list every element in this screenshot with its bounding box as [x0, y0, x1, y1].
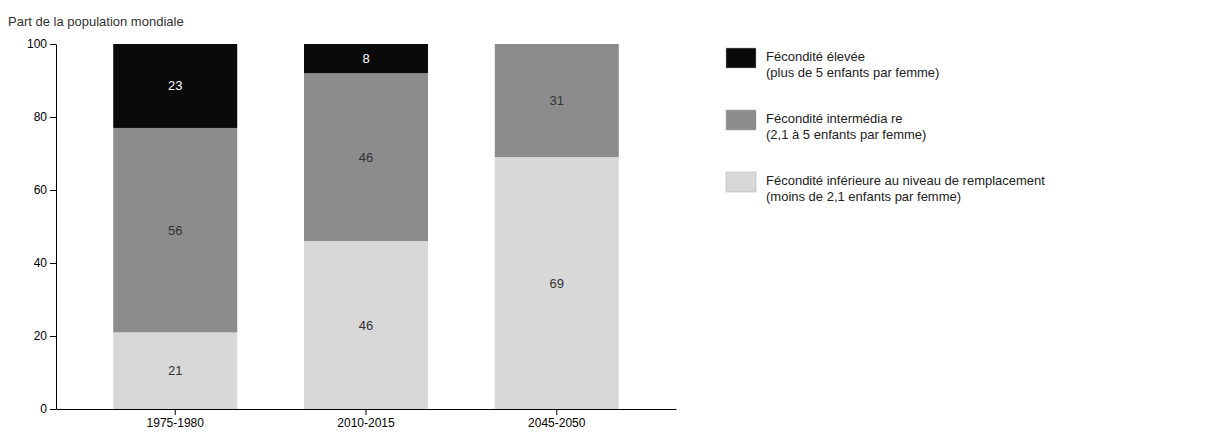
chart-container: 0 20 40 60 80 100 1975-1980 2010-2015 2045-2050 P…: [0, 0, 1218, 445]
y-tick-label: 100: [27, 37, 47, 51]
y-tick-label: 40: [34, 256, 48, 270]
x-tick-mark: [175, 409, 176, 415]
legend-item: Fécondité élevée(plus de 5 enfants par f…: [726, 48, 939, 80]
data-labels: 21 46 69 56 46 31 23 8: [168, 51, 564, 378]
y-tick: 20: [34, 329, 56, 343]
y-tick-mark: [50, 190, 56, 191]
legend-swatch: [726, 110, 756, 130]
bars: [113, 44, 619, 409]
y-tick: 0: [40, 402, 56, 416]
y-tick-label: 20: [34, 329, 48, 343]
plot-area: 0 20 40 60 80 100 1975-1980 2010-2015 2045-2050 P…: [8, 14, 677, 430]
data-label: 31: [550, 93, 564, 108]
data-label: 46: [359, 318, 373, 333]
x-tick: 1975-1980: [147, 409, 205, 430]
legend-item: Fécondité inférieure au niveau de rempla…: [726, 172, 1045, 204]
bar: [113, 44, 237, 128]
y-tick-mark: [50, 117, 56, 118]
bar-series: [113, 44, 428, 128]
bar: [304, 44, 428, 73]
data-label: 21: [168, 363, 182, 378]
y-axis: 0 20 40 60 80 100: [27, 37, 57, 416]
x-tick-label: 2010-2015: [337, 416, 395, 430]
data-label: 8: [362, 51, 369, 66]
legend-label: Fécondité inférieure au niveau de rempla…: [766, 173, 1045, 204]
x-tick-label: 2045-2050: [528, 416, 586, 430]
y-tick: 80: [34, 110, 56, 124]
x-tick-mark: [556, 409, 557, 415]
bar: [495, 157, 619, 409]
data-label: 23: [168, 78, 182, 93]
x-tick-label: 1975-1980: [147, 416, 205, 430]
y-tick-mark: [50, 409, 56, 410]
bar: [495, 44, 619, 45]
y-tick-label: 60: [34, 183, 48, 197]
y-axis-label: Part de la population mondiale: [8, 14, 184, 29]
bar: [495, 44, 619, 157]
x-axis: 1975-1980 2010-2015 2045-2050: [57, 409, 677, 430]
data-label: 56: [168, 223, 182, 238]
data-label: 69: [550, 276, 564, 291]
y-tick-mark: [50, 263, 56, 264]
bar: [304, 73, 428, 241]
y-tick: 40: [34, 256, 56, 270]
y-tick: 100: [27, 37, 56, 51]
y-tick: 60: [34, 183, 56, 197]
bar-series: [113, 44, 619, 332]
y-axis-line: [56, 45, 57, 410]
legend-label: Fécondité intermédia re(2,1 à 5 enfants …: [766, 111, 926, 142]
y-tick-label: 80: [34, 110, 48, 124]
legend-label: Fécondité élevée(plus de 5 enfants par f…: [766, 49, 939, 80]
bar: [113, 128, 237, 332]
y-tick-mark: [50, 336, 56, 337]
legend-swatch: [726, 48, 756, 68]
chart-svg: 0 20 40 60 80 100 1975-1980 2010-2015 2045-2050 P…: [0, 0, 1218, 445]
x-tick-mark: [366, 409, 367, 415]
legend: Fécondité élevée(plus de 5 enfants par f…: [726, 48, 1045, 204]
y-tick-mark: [50, 44, 56, 45]
bar: [304, 241, 428, 409]
legend-swatch: [726, 172, 756, 192]
x-tick: 2045-2050: [528, 409, 586, 430]
data-label: 46: [359, 150, 373, 165]
bar: [113, 332, 237, 409]
x-tick: 2010-2015: [337, 409, 395, 430]
y-tick-label: 0: [40, 402, 47, 416]
legend-item: Fécondité intermédia re(2,1 à 5 enfants …: [726, 110, 926, 142]
